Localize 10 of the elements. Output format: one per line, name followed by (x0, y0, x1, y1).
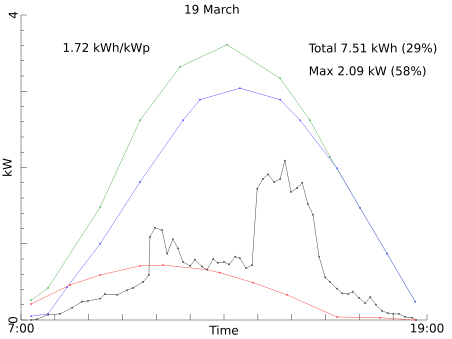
annotation: Total 7.51 kWh (29%) (308, 43, 436, 54)
y-axis-title: kW (2, 158, 12, 176)
x-tick-label: 19:00 (411, 324, 444, 333)
chart-title: 19 March (185, 4, 239, 14)
y-tick-label: 0 (8, 316, 18, 324)
annotation: 1.72 kWh/kWp (64, 42, 150, 54)
annotation: Max 2.09 kW (58%) (310, 66, 426, 77)
y-tick-label: 4 (8, 12, 18, 18)
x-tick-label: 7:00 (8, 324, 34, 333)
x-axis-title: Time (209, 325, 238, 335)
